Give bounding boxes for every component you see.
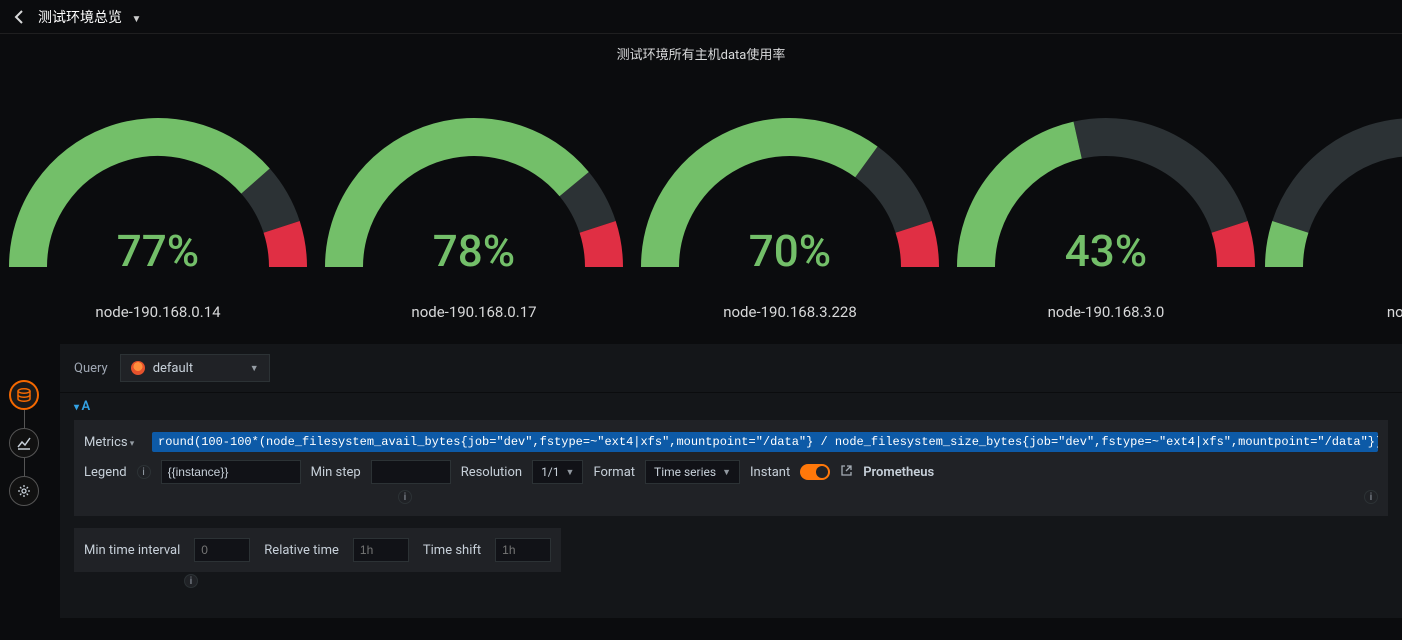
min-time-interval-label: Min time interval: [84, 543, 180, 558]
gauge-cell: 1 node-19: [1264, 87, 1402, 321]
options-row: Legend i Min step Resolution 1/1 ▼ Forma…: [84, 456, 1378, 488]
gauge-label: node-19: [1387, 303, 1402, 321]
format-select[interactable]: Time series ▼: [645, 460, 740, 484]
prometheus-link[interactable]: Prometheus: [863, 465, 934, 480]
query-label: Query: [74, 361, 108, 376]
query-editor: Query default ▼ A Metrics round(100-100*…: [60, 344, 1402, 618]
back-icon[interactable]: [12, 9, 28, 25]
gauge-cell: 78% node-190.168.0.17: [316, 87, 632, 321]
metrics-row: Metrics round(100-100*(node_filesystem_a…: [84, 428, 1378, 456]
resolution-select[interactable]: 1/1 ▼: [532, 460, 583, 484]
info-icon[interactable]: i: [1364, 490, 1378, 504]
dashboard-title[interactable]: 测试环境总览 ▼: [38, 7, 141, 27]
chevron-down-icon: ▼: [566, 467, 575, 478]
datasource-value: default: [153, 361, 193, 376]
chevron-down-icon: ▼: [250, 363, 259, 374]
gauge-panel: 测试环境所有主机data使用率 77% node-190.168.0.14 78% n…: [0, 34, 1402, 331]
resolution-label: Resolution: [461, 465, 522, 480]
gauge-cell: 43% node-190.168.3.0: [948, 87, 1264, 321]
query-row-toggle[interactable]: A: [60, 392, 1402, 420]
info-icon[interactable]: i: [184, 574, 198, 588]
gauges-row: 77% node-190.168.0.14 78% node-190.168.0.17…: [0, 67, 1402, 331]
legend-label: Legend: [84, 465, 127, 480]
metrics-input[interactable]: round(100-100*(node_filesystem_avail_byt…: [152, 432, 1378, 452]
gauge-value: 77%: [0, 225, 316, 277]
format-label: Format: [593, 465, 635, 480]
resolution-value: 1/1: [541, 465, 559, 479]
format-value: Time series: [654, 465, 716, 479]
instant-toggle[interactable]: [800, 464, 830, 480]
time-block: Min time interval Relative time Time shi…: [74, 528, 561, 572]
external-link-icon[interactable]: [840, 464, 853, 481]
metrics-label[interactable]: Metrics: [84, 435, 142, 450]
datasource-select[interactable]: default ▼: [120, 354, 270, 382]
general-tab-icon[interactable]: [9, 476, 39, 506]
gauge-value: 1: [1264, 225, 1402, 277]
gauge-cell: 77% node-190.168.0.14: [0, 87, 316, 321]
chevron-down-icon: ▼: [722, 467, 731, 478]
minstep-label: Min step: [311, 465, 361, 480]
query-row-letter: A: [74, 399, 90, 414]
queries-tab-icon[interactable]: [9, 380, 39, 410]
instant-label: Instant: [750, 465, 790, 480]
relative-time-input[interactable]: [353, 538, 409, 562]
dashboard-title-text: 测试环境总览: [38, 10, 122, 26]
prometheus-icon: [131, 361, 145, 375]
datasource-row: Query default ▼: [60, 344, 1402, 392]
relative-time-label: Relative time: [264, 543, 339, 558]
gauge-label: node-190.168.3.0: [1048, 303, 1165, 321]
top-bar: 测试环境总览 ▼: [0, 0, 1402, 34]
min-time-interval-input[interactable]: [194, 538, 250, 562]
info-icon[interactable]: i: [137, 465, 151, 479]
gauge-value: 70%: [632, 225, 948, 277]
chevron-down-icon: ▼: [131, 14, 141, 25]
editor-side-icons: [4, 380, 44, 506]
legend-input[interactable]: [161, 460, 301, 484]
panel-title: 测试环境所有主机data使用率: [0, 34, 1402, 67]
visualization-tab-icon[interactable]: [9, 428, 39, 458]
time-shift-label: Time shift: [423, 543, 481, 558]
metrics-block: Metrics round(100-100*(node_filesystem_a…: [74, 420, 1388, 516]
gauge-label: node-190.168.3.228: [723, 303, 857, 321]
gauge-value: 43%: [948, 225, 1264, 277]
gauge-value: 78%: [316, 225, 632, 277]
gauge-cell: 70% node-190.168.3.228: [632, 87, 948, 321]
time-shift-input[interactable]: [495, 538, 551, 562]
info-icon[interactable]: i: [398, 490, 412, 504]
gauge-label: node-190.168.0.17: [411, 303, 536, 321]
gauge-label: node-190.168.0.14: [95, 303, 220, 321]
minstep-input[interactable]: [371, 460, 451, 484]
